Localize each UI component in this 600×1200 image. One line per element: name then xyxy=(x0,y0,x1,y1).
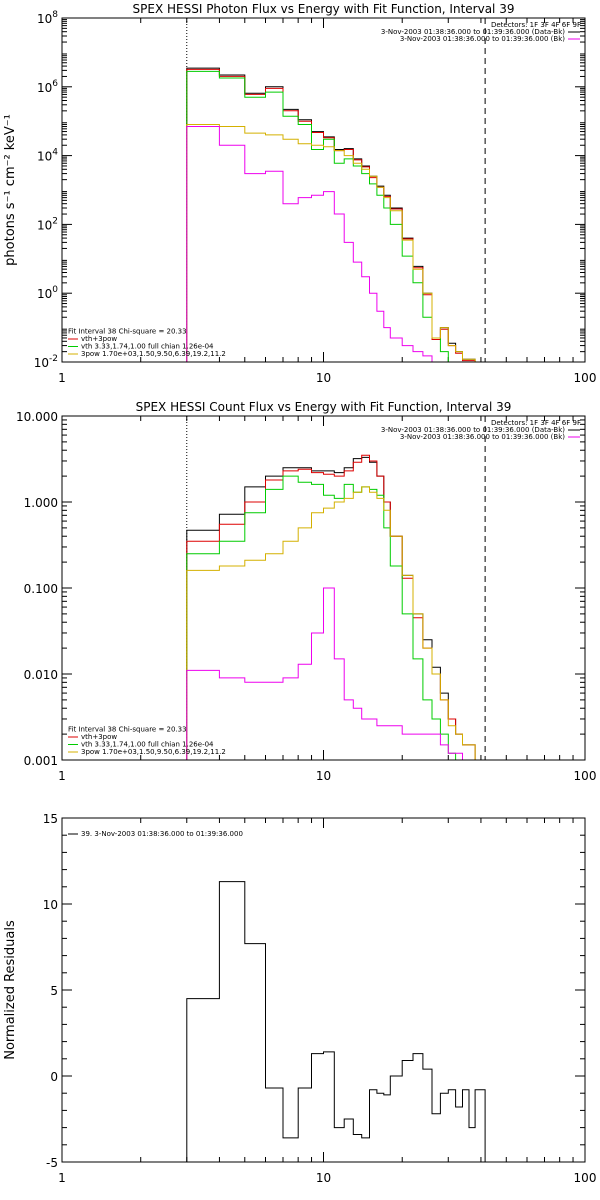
series-line-2 xyxy=(186,454,486,760)
series-line-4 xyxy=(186,124,486,362)
y-tick-exponent: 4 xyxy=(52,148,58,158)
x-tick-label: 100 xyxy=(574,1171,597,1185)
series-group xyxy=(186,67,486,362)
y-tick-label: 100 xyxy=(37,285,58,301)
x-tick-label: 10 xyxy=(316,371,331,385)
y-tick-exponent: 8 xyxy=(52,10,58,20)
legend-entry: 3pow 1.70e+03,1.50,9.50,6.39,19.2,11.2 xyxy=(81,350,226,358)
y-tick-label: 15 xyxy=(43,812,58,826)
y-tick-base: 10 xyxy=(37,81,52,95)
chart-title: SPEX HESSI Count Flux vs Energy with Fit… xyxy=(136,400,512,414)
x-tick-label: 1 xyxy=(58,769,66,783)
series-group xyxy=(186,881,486,1162)
y-tick-exponent: 6 xyxy=(52,79,58,89)
legend-entry: Detectors: 1F 3F 4F 6F 9F xyxy=(491,21,581,29)
chart-1: SPEX HESSI Photon Flux vs Energy with Fi… xyxy=(3,2,596,385)
series-line-5 xyxy=(186,126,486,362)
x-tick-label: 1 xyxy=(58,1171,66,1185)
y-tick-label: -5 xyxy=(46,1156,58,1170)
plot-frame xyxy=(61,415,586,761)
legend-entry: 3-Nov-2003 01:38:36.000 to 01:39:36.000 … xyxy=(400,35,565,43)
y-tick-label: 102 xyxy=(37,216,58,232)
chart-title: SPEX HESSI Photon Flux vs Energy with Fi… xyxy=(133,2,515,16)
series-line-3 xyxy=(186,70,486,362)
y-tick-label: 10.000 xyxy=(16,410,58,424)
legend-entry: vth+3pow xyxy=(81,335,117,343)
legend-entry: Detectors: 1F 3F 4F 6F 9F xyxy=(491,419,581,427)
y-tick-exponent: -2 xyxy=(49,354,58,364)
y-tick-label: 10-2 xyxy=(34,354,58,370)
plot-frame xyxy=(61,817,586,1163)
y-tick-label: 1.000 xyxy=(24,496,58,510)
y-tick-label: 0.100 xyxy=(24,582,58,596)
x-tick-label: 100 xyxy=(574,371,597,385)
y-tick-label: 0 xyxy=(50,1070,58,1084)
x-tick-label: 100 xyxy=(574,769,597,783)
y-tick-base: 10 xyxy=(37,150,52,164)
series-line-5 xyxy=(186,587,486,760)
y-tick-base: 10 xyxy=(37,218,52,232)
chart-2: SPEX HESSI Count Flux vs Energy with Fit… xyxy=(16,400,596,783)
legend-entry: 3-Nov-2003 01:38:36.000 to 01:39:36.000 … xyxy=(400,433,565,441)
y-tick-base: 10 xyxy=(37,12,52,26)
legend-entry: 39. 3-Nov-2003 01:38:36.000 to 01:39:36.… xyxy=(81,830,243,838)
y-tick-exponent: 2 xyxy=(52,216,58,226)
y-tick-base: 10 xyxy=(37,287,52,301)
y-axis-label: Normalized Residuals xyxy=(3,920,18,1060)
y-tick-label: 0.001 xyxy=(24,754,58,768)
y-axis-label: photons s⁻¹ cm⁻² keV⁻¹ xyxy=(3,114,18,266)
y-tick-label: 108 xyxy=(37,10,58,26)
series-line-2 xyxy=(186,68,486,362)
y-tick-base: 10 xyxy=(34,356,49,370)
series-group xyxy=(186,454,486,760)
series-line-1 xyxy=(186,67,486,362)
series-line-1 xyxy=(186,456,486,760)
legend-entry: Fit Interval 38 Chi-square = 20.33 xyxy=(68,328,187,336)
y-tick-exponent: 0 xyxy=(52,285,58,295)
legend-entry: vth 3.33,1.74,1.00 full chian 1.26e-04 xyxy=(81,741,214,749)
y-tick-label: 106 xyxy=(37,79,58,95)
x-tick-label: 1 xyxy=(58,371,66,385)
series-line-3 xyxy=(186,475,486,760)
y-tick-label: 0.010 xyxy=(24,668,58,682)
x-tick-label: 10 xyxy=(316,1171,331,1185)
y-tick-label: 104 xyxy=(37,148,58,164)
chart-3: 1 10 100 -5 0 5 10 15 Normalized Residuals 39. 3-… xyxy=(3,812,596,1185)
legend-entry: vth+3pow xyxy=(81,733,117,741)
legend-entry: 3pow 1.70e+03,1.50,9.50,6.39,19.2,11.2 xyxy=(81,748,226,756)
legend-entry: vth 3.33,1.74,1.00 full chian 1.26e-04 xyxy=(81,343,214,351)
y-tick-label: 5 xyxy=(50,984,58,998)
legend-entry: Fit Interval 38 Chi-square = 20.33 xyxy=(68,726,187,734)
y-tick-label: 10 xyxy=(43,898,58,912)
legend-entry: 3-Nov-2003 01:38:36.000 to 01:39:36.000 … xyxy=(381,426,565,434)
series-line-1 xyxy=(186,881,486,1162)
series-line-4 xyxy=(186,486,486,760)
x-tick-label: 10 xyxy=(316,769,331,783)
plot-frame xyxy=(61,17,586,363)
legend-entry: 3-Nov-2003 01:38:36.000 to 01:39:36.000 … xyxy=(381,28,565,36)
